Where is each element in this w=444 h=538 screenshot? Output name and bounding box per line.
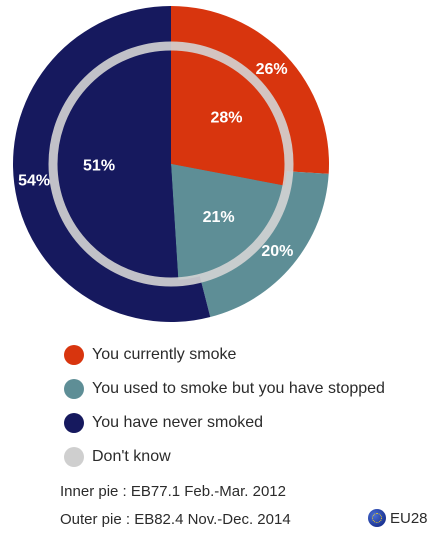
- inner-pie-slice-1: [171, 164, 285, 280]
- legend-label: You have never smoked: [92, 414, 264, 431]
- inner-pie-label-1: 21%: [203, 209, 235, 226]
- inner-pie-note: Inner pie : EB77.1 Feb.-Mar. 2012: [60, 483, 286, 500]
- inner-pie-label-2: 51%: [83, 157, 115, 174]
- eu-flag-icon: [368, 509, 386, 527]
- inner-pie-slice-2: [54, 48, 179, 280]
- outer-pie-note: Outer pie : EB82.4 Nov.-Dec. 2014: [60, 511, 291, 528]
- outer-pie-label-0: 26%: [256, 61, 288, 78]
- legend-label: Don't know: [92, 448, 171, 465]
- legend-item-currently-smoke: You currently smoke: [64, 338, 385, 372]
- pie-chart: 28% 21% 51% 26% 20% 54%: [13, 6, 329, 322]
- legend-label: You currently smoke: [92, 346, 237, 363]
- legend: You currently smoke You used to smoke bu…: [64, 338, 385, 474]
- legend-item-dont-know: Don't know: [64, 440, 385, 474]
- outer-pie-label-2: 54%: [18, 173, 50, 190]
- legend-swatch-used-to-smoke: [64, 379, 84, 399]
- legend-swatch-dont-know: [64, 447, 84, 467]
- source-notes: Inner pie : EB77.1 Feb.-Mar. 2012 Outer …: [60, 482, 291, 538]
- region-badge: EU28: [368, 509, 428, 527]
- legend-label: You used to smoke but you have stopped: [92, 380, 385, 397]
- legend-swatch-currently-smoke: [64, 345, 84, 365]
- region-label: EU28: [390, 509, 428, 527]
- pie-separator-ring: [48, 41, 294, 287]
- inner-pie-label-0: 28%: [210, 109, 242, 126]
- legend-swatch-never-smoked: [64, 413, 84, 433]
- legend-item-never-smoked: You have never smoked: [64, 406, 385, 440]
- inner-pie-slice-0: [171, 48, 287, 186]
- legend-item-used-to-smoke: You used to smoke but you have stopped: [64, 372, 385, 406]
- outer-pie-label-1: 20%: [261, 243, 293, 260]
